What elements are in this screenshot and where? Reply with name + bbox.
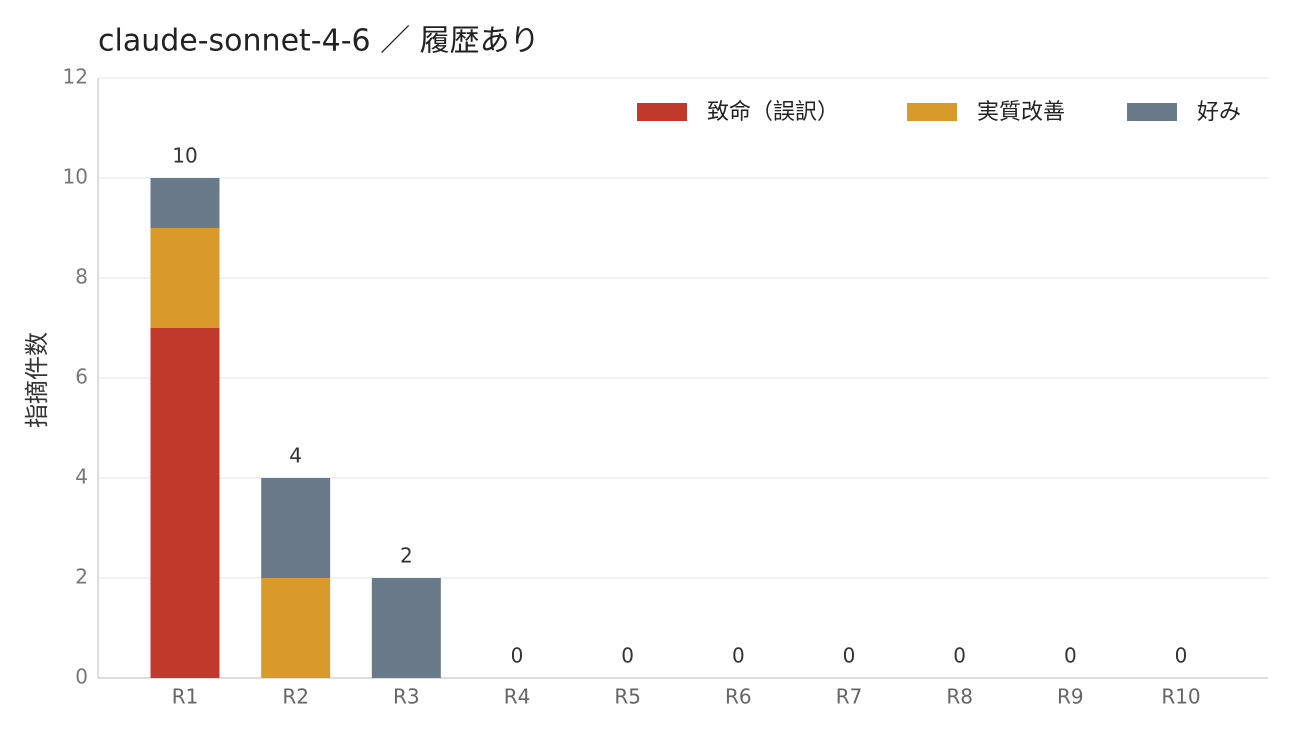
bar-segment	[261, 578, 331, 678]
x-tick-label: R5	[614, 685, 641, 709]
legend-label: 好み	[1197, 100, 1241, 125]
chart-title: claude-sonnet-4-6 ／ 履歴あり	[98, 24, 540, 59]
total-label: 0	[732, 644, 745, 668]
legend-label: 実質改善	[977, 100, 1065, 125]
bar-segment	[150, 328, 220, 678]
bar-segment	[150, 178, 220, 228]
x-tick-label: R9	[1057, 685, 1084, 709]
bar-segment	[150, 228, 220, 328]
x-tick-label: R4	[504, 685, 531, 709]
x-tick-label: R7	[836, 685, 863, 709]
total-label: 10	[172, 144, 197, 168]
total-label: 0	[621, 644, 634, 668]
y-axis-label: 指摘件数	[23, 332, 51, 428]
total-label: 0	[1175, 644, 1188, 668]
y-tick-label: 0	[75, 665, 88, 689]
total-label: 2	[400, 544, 413, 568]
x-tick-label: R1	[172, 685, 199, 709]
y-tick-label: 4	[75, 465, 88, 489]
total-label: 4	[289, 444, 302, 468]
legend-label: 致命（誤訳）	[707, 100, 839, 125]
y-tick-label: 8	[75, 265, 88, 289]
legend-swatch	[907, 103, 957, 121]
total-label: 0	[953, 644, 966, 668]
y-tick-label: 12	[63, 65, 88, 89]
y-tick-label: 10	[63, 165, 88, 189]
legend-swatch	[1127, 103, 1177, 121]
x-tick-label: R3	[393, 685, 420, 709]
y-tick-label: 6	[75, 365, 88, 389]
bar-segment	[371, 578, 441, 678]
x-tick-label: R10	[1161, 685, 1200, 709]
y-tick-label: 2	[75, 565, 88, 589]
legend-swatch	[637, 103, 687, 121]
x-tick-label: R8	[946, 685, 973, 709]
total-label: 0	[1064, 644, 1077, 668]
bar-segment	[261, 478, 331, 578]
x-tick-label: R6	[725, 685, 752, 709]
total-label: 0	[511, 644, 524, 668]
x-tick-label: R2	[282, 685, 309, 709]
total-label: 0	[843, 644, 856, 668]
